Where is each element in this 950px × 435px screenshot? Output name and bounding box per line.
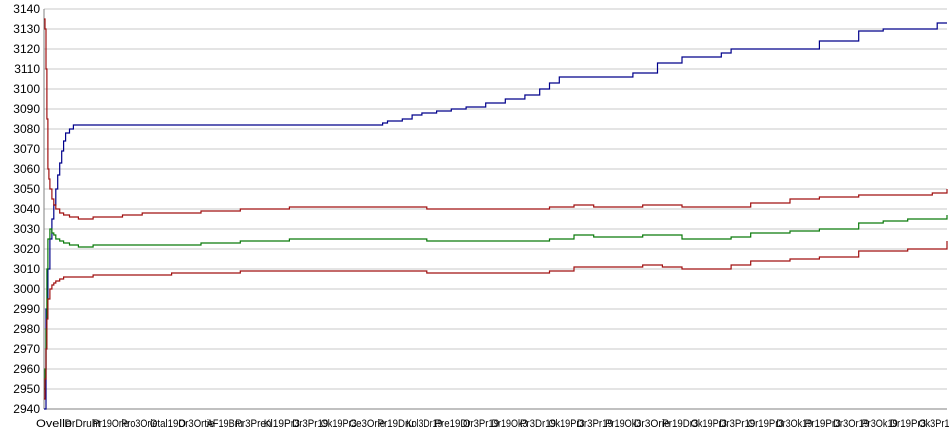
x-tick-label: Pr19Pr3 [805,418,841,430]
series-line-2 [44,18,948,220]
y-tick-label: 3100 [13,82,40,96]
x-tick-label: Dr3Orie [634,418,670,430]
y-tick-label: 3070 [13,142,40,156]
x-tick-label: Dr3Or19 [833,418,869,430]
x-tick-label: Pr3Pren [235,418,271,430]
series-line-1 [44,22,947,410]
y-tick-label: 2960 [13,362,40,376]
y-tick-label: 3030 [13,222,40,236]
x-tick-label: Otal19O [150,418,186,430]
x-tick-label: Pr3Dr19 [520,418,556,430]
x-tick-label: Ok3Pr19 [919,418,950,430]
x-tick-label: Pr19Dr3 [662,418,698,430]
x-tick-label: Ce3Orie [349,418,385,430]
x-tick-label: Dr3Pr19 [719,418,755,430]
x-tick-label: Pro3Orie [121,418,157,430]
y-tick-label: 3140 [13,2,40,16]
y-tick-label: 3080 [13,122,40,136]
x-tick-label: Pr19Dru [378,418,414,430]
x-tick-label: Dr19Ok3 [492,418,528,430]
x-tick-label: Dr3Ok19 [776,418,812,430]
x-tick-label: Kol3Dr19 [406,418,442,430]
x-tick-label: Dr3Ortie [178,418,214,430]
x-tick-label: Ok19Pr3 [548,418,584,430]
y-tick-label: 3060 [13,162,40,176]
y-tick-label: 3040 [13,202,40,216]
x-tick-label: Dr3Pr19 [292,418,328,430]
x-tick-label: Ok19Pr3 [691,418,727,430]
gridlines [44,8,947,410]
y-tick-label: 2940 [13,402,40,416]
y-tick-label: 3130 [13,22,40,36]
y-axis: 2940 2950 2960 2970 2980 2990 3000 3010 3020 3030… [13,2,45,416]
x-tick-label: Kl19Pr3 [264,418,300,430]
x-tick-label: Or19Pr3 [748,418,784,430]
x-tick-label: Pr3Ok19 [862,418,898,430]
series-line-4 [44,241,948,400]
y-tick-label: 3020 [13,242,40,256]
y-tick-label: 3000 [13,282,40,296]
y-tick-label: 3090 [13,102,40,116]
x-tick-label: AF19Bru [207,418,243,430]
x-tick-label: Ovelle [36,418,72,430]
y-tick-label: 3050 [13,182,40,196]
x-tick-label: Pr19Orie [93,418,129,430]
x-tick-label: Pr19Ok3 [605,418,641,430]
x-tick-label: Or3Pr19 [463,418,499,430]
x-axis: OvelleDrDruhtPr19OriePro3OrieOtal19ODr3O… [36,408,950,430]
y-tick-label: 3120 [13,42,40,56]
x-tick-label: Dr3Pr19 [577,418,613,430]
x-tick-label: Ok19Pr3 [321,418,357,430]
series-lines [44,18,948,410]
y-tick-label: 2970 [13,342,40,356]
x-tick-label: Dr19Pr3 [890,418,926,430]
y-tick-label: 3010 [13,262,40,276]
y-tick-label: 2950 [13,382,40,396]
series-line-3 [44,215,948,390]
y-tick-label: 2980 [13,322,40,336]
y-tick-label: 3110 [14,62,40,76]
x-tick-label: Pre19Dr [435,418,471,430]
y-tick-label: 2990 [13,302,40,316]
x-tick-label: DrDruht [64,418,100,430]
